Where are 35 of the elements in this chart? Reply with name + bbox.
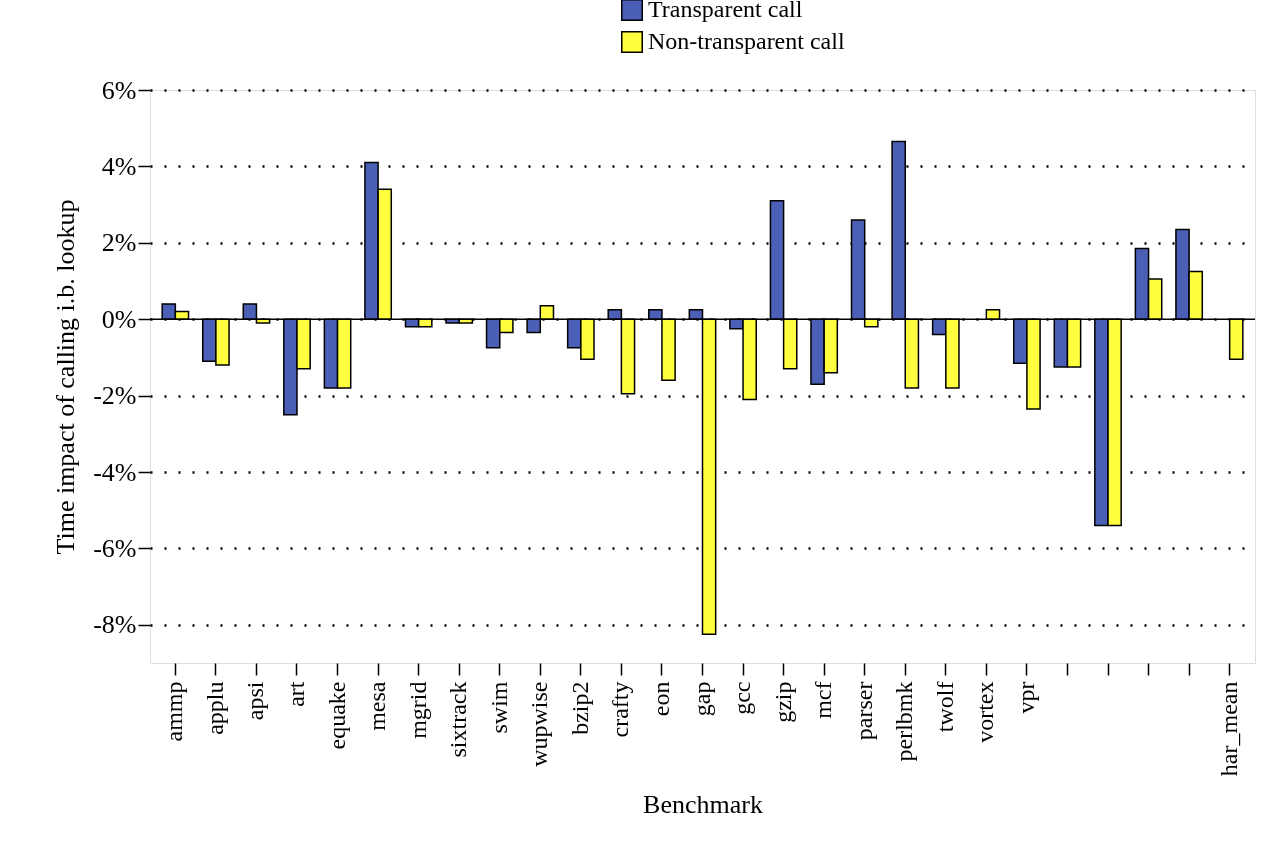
x-tick-label: eon xyxy=(647,681,674,717)
x-tick-label: equake xyxy=(323,681,350,750)
x-axis-title: Benchmark xyxy=(643,790,763,820)
x-tick-label: mgrid xyxy=(404,681,431,739)
x-tick-label: art xyxy=(283,681,309,707)
y-axis-title: Time impact of calling i.b. lookup xyxy=(51,199,81,555)
x-tick-label: crafty xyxy=(607,681,634,738)
y-tick-label: 4% xyxy=(101,151,137,181)
x-tick-label: vpr xyxy=(1012,681,1039,714)
x-tick-label: applu xyxy=(201,681,228,735)
y-tick-label: 2% xyxy=(101,228,137,258)
x-tick-label: sixtrack xyxy=(445,681,472,758)
x-tick-label: har_mean xyxy=(1215,681,1242,777)
x-tick-label: swim xyxy=(485,681,512,734)
y-tick-label: 0% xyxy=(101,304,137,334)
legend-label: Transparent call xyxy=(648,0,803,22)
y-tick-label: -8% xyxy=(93,610,137,640)
x-tick-label: gap xyxy=(688,681,715,717)
x-tick-label: wupwise xyxy=(526,681,553,767)
x-tick-label: parser xyxy=(850,681,877,741)
y-tick-label: -4% xyxy=(93,457,137,487)
x-tick-label: gzip xyxy=(769,681,796,723)
x-tick-label: ammp xyxy=(161,681,188,742)
y-tick-label: -6% xyxy=(93,533,137,563)
x-tick-label: gcc xyxy=(729,681,756,715)
x-tick-label: perlbmk xyxy=(891,681,918,762)
x-tick-label: vortex xyxy=(972,681,999,743)
y-tick-label: 6% xyxy=(101,75,137,105)
x-tick-label: apsi xyxy=(242,681,269,721)
x-tick-label: bzip2 xyxy=(566,681,593,735)
x-tick-label: mesa xyxy=(364,681,391,731)
legend-label: Non-transparent call xyxy=(648,28,845,54)
y-tick-label: -2% xyxy=(93,381,137,411)
x-tick-label: mcf xyxy=(810,681,837,719)
x-tick-label: twolf xyxy=(931,681,958,733)
